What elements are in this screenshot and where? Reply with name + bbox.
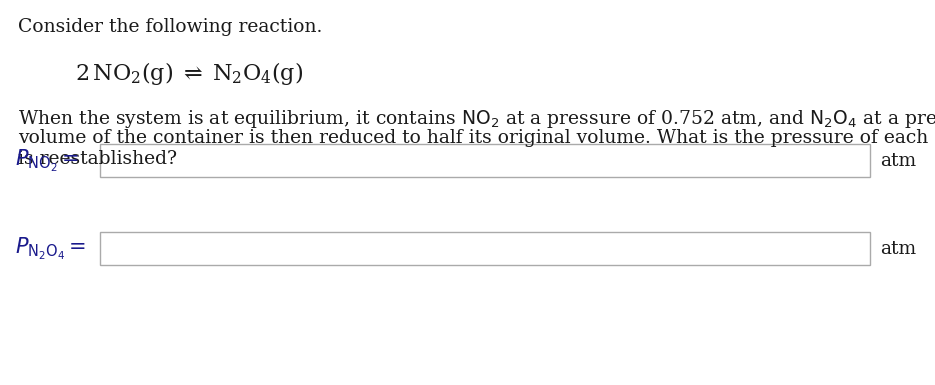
Text: When the system is at equilibrium, it contains $\mathrm{NO_2}$ at a pressure of : When the system is at equilibrium, it co… xyxy=(18,108,935,130)
Text: $\mathit{P}_{\mathrm{N_2O_4}}=$: $\mathit{P}_{\mathrm{N_2O_4}}=$ xyxy=(15,236,86,261)
Text: volume of the container is then reduced to half its original volume. What is the: volume of the container is then reduced … xyxy=(18,129,935,147)
FancyBboxPatch shape xyxy=(100,144,870,177)
Text: atm: atm xyxy=(880,152,916,169)
Text: is reestablished?: is reestablished? xyxy=(18,150,177,168)
Text: atm: atm xyxy=(880,239,916,258)
FancyBboxPatch shape xyxy=(100,232,870,265)
Text: $\mathit{P}_{\mathrm{NO_2}}=$: $\mathit{P}_{\mathrm{NO_2}}=$ xyxy=(15,147,79,174)
Text: $\mathregular{2\,NO_2(g)\;\rightleftharpoons\;N_2O_4(g)}$: $\mathregular{2\,NO_2(g)\;\rightleftharp… xyxy=(75,60,303,87)
Text: Consider the following reaction.: Consider the following reaction. xyxy=(18,18,323,36)
